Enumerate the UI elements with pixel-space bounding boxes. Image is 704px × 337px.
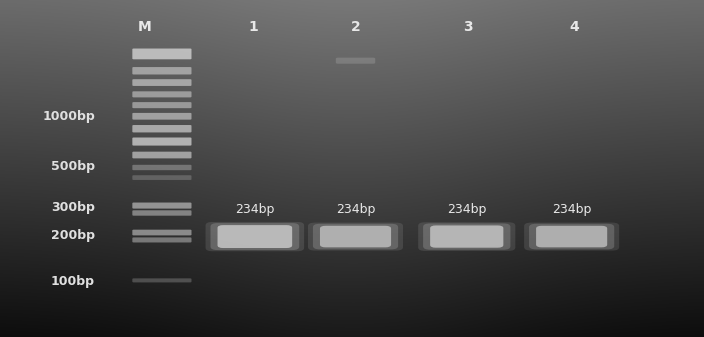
- Text: 2: 2: [351, 20, 360, 34]
- FancyBboxPatch shape: [132, 203, 191, 209]
- Text: 234bp: 234bp: [235, 203, 275, 216]
- FancyBboxPatch shape: [132, 113, 191, 120]
- FancyBboxPatch shape: [524, 223, 620, 251]
- FancyBboxPatch shape: [132, 67, 191, 74]
- FancyBboxPatch shape: [132, 152, 191, 158]
- FancyBboxPatch shape: [430, 225, 503, 248]
- Text: 234bp: 234bp: [552, 203, 591, 216]
- Text: 1: 1: [249, 20, 258, 34]
- Text: 4: 4: [569, 20, 579, 34]
- FancyBboxPatch shape: [132, 49, 191, 59]
- FancyBboxPatch shape: [132, 175, 191, 180]
- Text: 300bp: 300bp: [51, 201, 95, 214]
- Text: 1000bp: 1000bp: [42, 110, 95, 123]
- FancyBboxPatch shape: [132, 278, 191, 282]
- FancyBboxPatch shape: [308, 223, 403, 251]
- FancyBboxPatch shape: [132, 125, 191, 132]
- FancyBboxPatch shape: [132, 165, 191, 170]
- FancyBboxPatch shape: [132, 91, 191, 97]
- Text: 100bp: 100bp: [51, 275, 95, 288]
- Text: 234bp: 234bp: [336, 203, 375, 216]
- Text: 3: 3: [463, 20, 473, 34]
- Text: 234bp: 234bp: [447, 203, 486, 216]
- Text: M: M: [137, 20, 151, 34]
- FancyBboxPatch shape: [218, 225, 292, 248]
- FancyBboxPatch shape: [132, 102, 191, 108]
- FancyBboxPatch shape: [206, 222, 304, 251]
- FancyBboxPatch shape: [210, 223, 299, 250]
- FancyBboxPatch shape: [132, 230, 191, 235]
- FancyBboxPatch shape: [132, 137, 191, 146]
- FancyBboxPatch shape: [313, 224, 398, 249]
- FancyBboxPatch shape: [132, 237, 191, 243]
- Text: 500bp: 500bp: [51, 160, 95, 173]
- FancyBboxPatch shape: [336, 58, 375, 64]
- Text: 200bp: 200bp: [51, 229, 95, 242]
- FancyBboxPatch shape: [536, 226, 607, 247]
- FancyBboxPatch shape: [423, 223, 510, 250]
- FancyBboxPatch shape: [418, 222, 515, 251]
- FancyBboxPatch shape: [132, 210, 191, 216]
- FancyBboxPatch shape: [529, 224, 614, 249]
- FancyBboxPatch shape: [132, 79, 191, 86]
- FancyBboxPatch shape: [320, 226, 391, 247]
